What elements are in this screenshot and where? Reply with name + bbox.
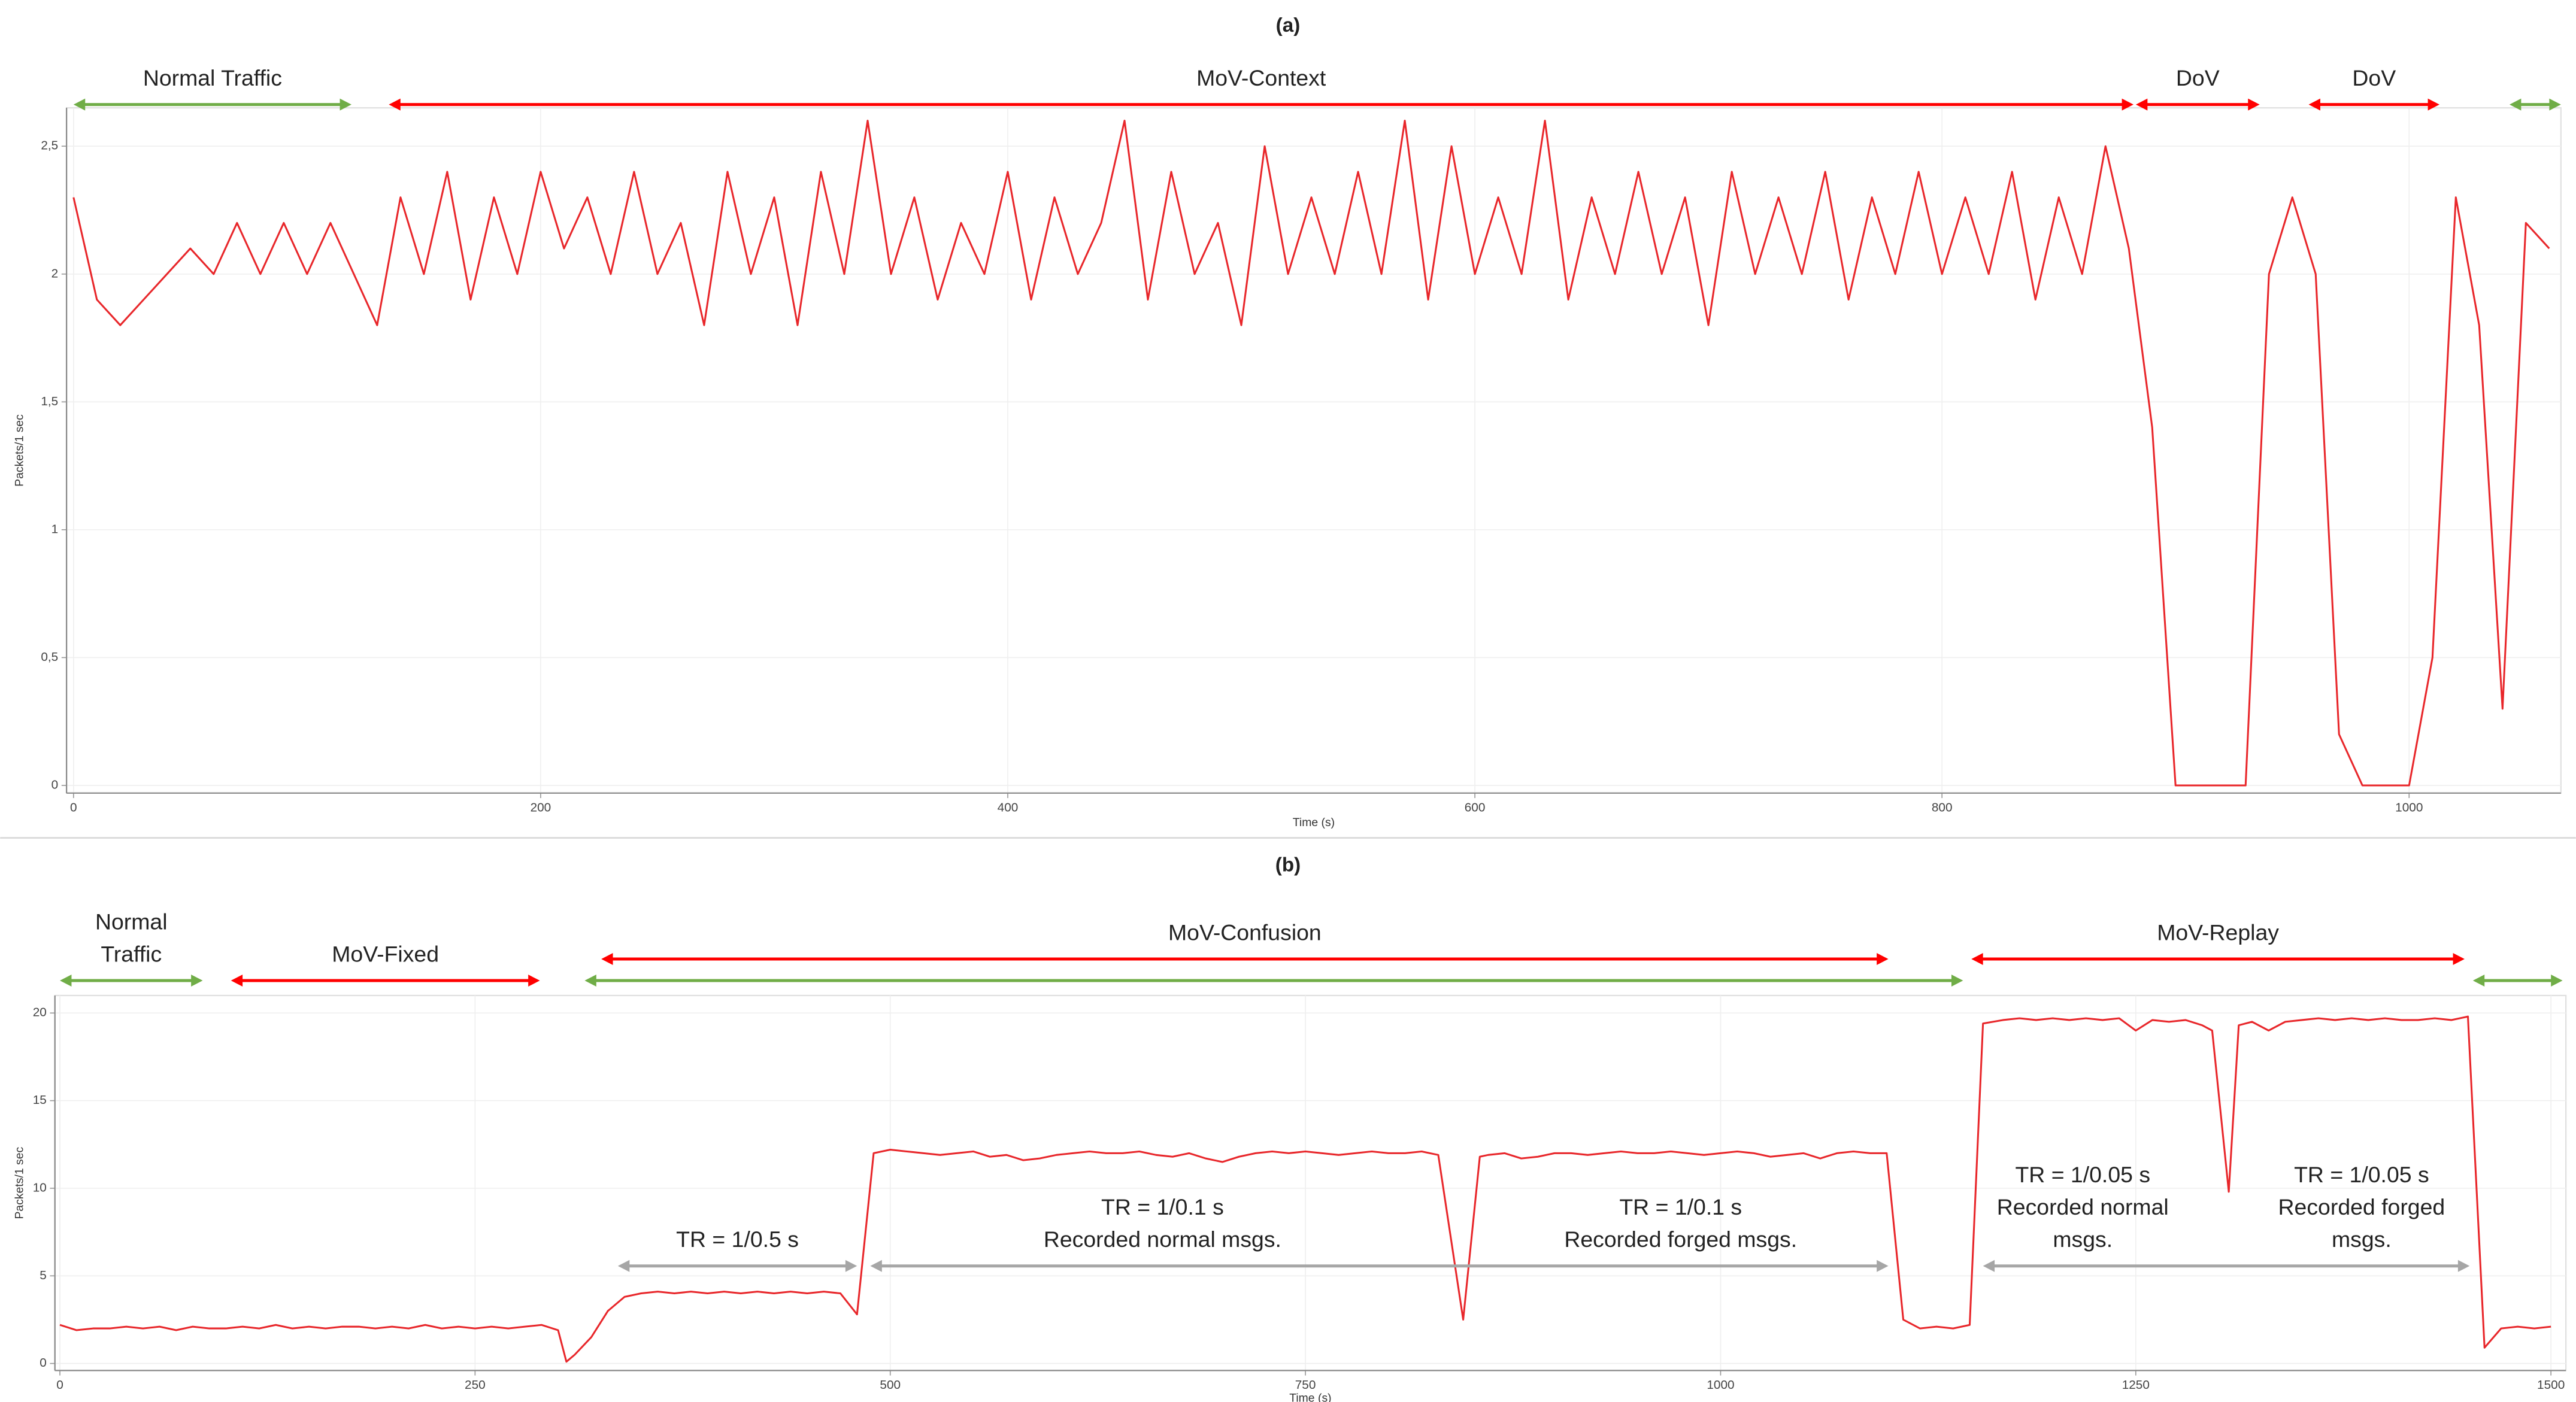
plot-area bbox=[54, 994, 2567, 1371]
x-tick-label: 1000 bbox=[1707, 1378, 1734, 1392]
x-tick-label: 0 bbox=[70, 800, 77, 814]
range-label: Normal Traffic bbox=[143, 65, 282, 90]
range-label: Recorded forged bbox=[2278, 1194, 2445, 1219]
arrowhead bbox=[601, 953, 613, 965]
x-tick-label: 600 bbox=[1465, 800, 1486, 814]
y-tick-label: 2,5 bbox=[41, 139, 58, 153]
data-line bbox=[72, 119, 2550, 787]
arrowhead bbox=[845, 1260, 857, 1272]
arrowhead bbox=[2122, 98, 2134, 111]
plot-area bbox=[65, 107, 2562, 794]
arrowhead bbox=[1877, 1260, 1889, 1272]
range-label: TR = 1/0.1 s bbox=[1101, 1194, 1224, 1219]
range-label: DoV bbox=[2352, 65, 2396, 90]
range-label: DoV bbox=[2176, 65, 2220, 90]
arrowhead bbox=[2248, 98, 2260, 111]
y-tick-label: 2 bbox=[51, 266, 59, 280]
x-tick-label: 1500 bbox=[2537, 1378, 2565, 1392]
range-label: Recorded normal bbox=[1997, 1194, 2169, 1219]
arrowhead bbox=[617, 1260, 630, 1272]
arrowhead bbox=[2549, 98, 2561, 111]
range-label: msgs. bbox=[2053, 1227, 2113, 1252]
range-label: MoV-Context bbox=[1196, 65, 1326, 90]
data-line bbox=[59, 1015, 2551, 1363]
x-tick-label: 1250 bbox=[2122, 1378, 2150, 1392]
y-tick-label: 1,5 bbox=[41, 394, 58, 408]
x-axis-label: Time (s) bbox=[1293, 816, 1335, 829]
arrowhead bbox=[1877, 953, 1889, 965]
arrowhead bbox=[2551, 975, 2563, 987]
range-label: TR = 1/0.5 s bbox=[676, 1227, 799, 1252]
arrowhead bbox=[1971, 953, 1983, 965]
y-tick-label: 0,5 bbox=[41, 650, 58, 664]
arrowhead bbox=[2135, 98, 2148, 111]
x-tick-label: 1000 bbox=[2395, 800, 2423, 814]
range-label: MoV-Replay bbox=[2157, 920, 2279, 945]
arrowhead bbox=[870, 1260, 882, 1272]
y-tick-label: 15 bbox=[33, 1093, 47, 1107]
arrowhead bbox=[2427, 98, 2439, 111]
chart-title: (b) bbox=[1275, 854, 1301, 876]
x-tick-label: 750 bbox=[1295, 1378, 1316, 1392]
arrowhead bbox=[2472, 975, 2485, 987]
range-label: MoV-Fixed bbox=[332, 941, 439, 966]
arrowhead bbox=[528, 975, 540, 987]
chart-title: (a) bbox=[1276, 14, 1301, 37]
y-tick-label: 5 bbox=[40, 1269, 47, 1282]
arrowhead bbox=[584, 975, 596, 987]
x-tick-label: 250 bbox=[465, 1378, 486, 1392]
range-label: TR = 1/0.1 s bbox=[1619, 1194, 1742, 1219]
x-axis-label: Time (s) bbox=[1289, 1392, 1331, 1402]
y-tick-label: 0 bbox=[51, 778, 59, 791]
range-label: TR = 1/0.05 s bbox=[2015, 1162, 2150, 1187]
arrowhead bbox=[2308, 98, 2320, 111]
arrowhead bbox=[1951, 975, 1963, 987]
range-label: Traffic bbox=[101, 941, 162, 966]
y-axis-label: Packets/1 sec bbox=[13, 414, 26, 487]
y-tick-label: 1 bbox=[51, 522, 59, 536]
arrowhead bbox=[340, 98, 351, 111]
x-tick-label: 400 bbox=[998, 800, 1019, 814]
range-label: msgs. bbox=[2332, 1227, 2392, 1252]
x-tick-label: 0 bbox=[56, 1378, 63, 1392]
x-tick-label: 200 bbox=[531, 800, 551, 814]
arrowhead bbox=[191, 975, 203, 987]
y-axis-label: Packets/1 sec bbox=[13, 1146, 26, 1219]
range-label: MoV-Confusion bbox=[1168, 920, 1322, 945]
arrowhead bbox=[2510, 98, 2522, 111]
y-tick-label: 10 bbox=[33, 1181, 47, 1194]
arrowhead bbox=[73, 98, 86, 111]
x-tick-label: 800 bbox=[1932, 800, 1953, 814]
y-tick-label: 20 bbox=[33, 1006, 47, 1019]
range-label: Recorded forged msgs. bbox=[1564, 1227, 1797, 1252]
range-label: Recorded normal msgs. bbox=[1044, 1227, 1281, 1252]
y-tick-label: 0 bbox=[40, 1356, 47, 1370]
range-label: Normal bbox=[95, 909, 168, 934]
arrowhead bbox=[231, 975, 243, 987]
arrowhead bbox=[389, 98, 401, 111]
range-label: TR = 1/0.05 s bbox=[2294, 1162, 2429, 1187]
arrowhead bbox=[60, 975, 72, 987]
arrowhead bbox=[2453, 953, 2465, 965]
arrowhead bbox=[2457, 1260, 2470, 1272]
arrowhead bbox=[1983, 1260, 1995, 1272]
x-tick-label: 500 bbox=[880, 1378, 901, 1392]
